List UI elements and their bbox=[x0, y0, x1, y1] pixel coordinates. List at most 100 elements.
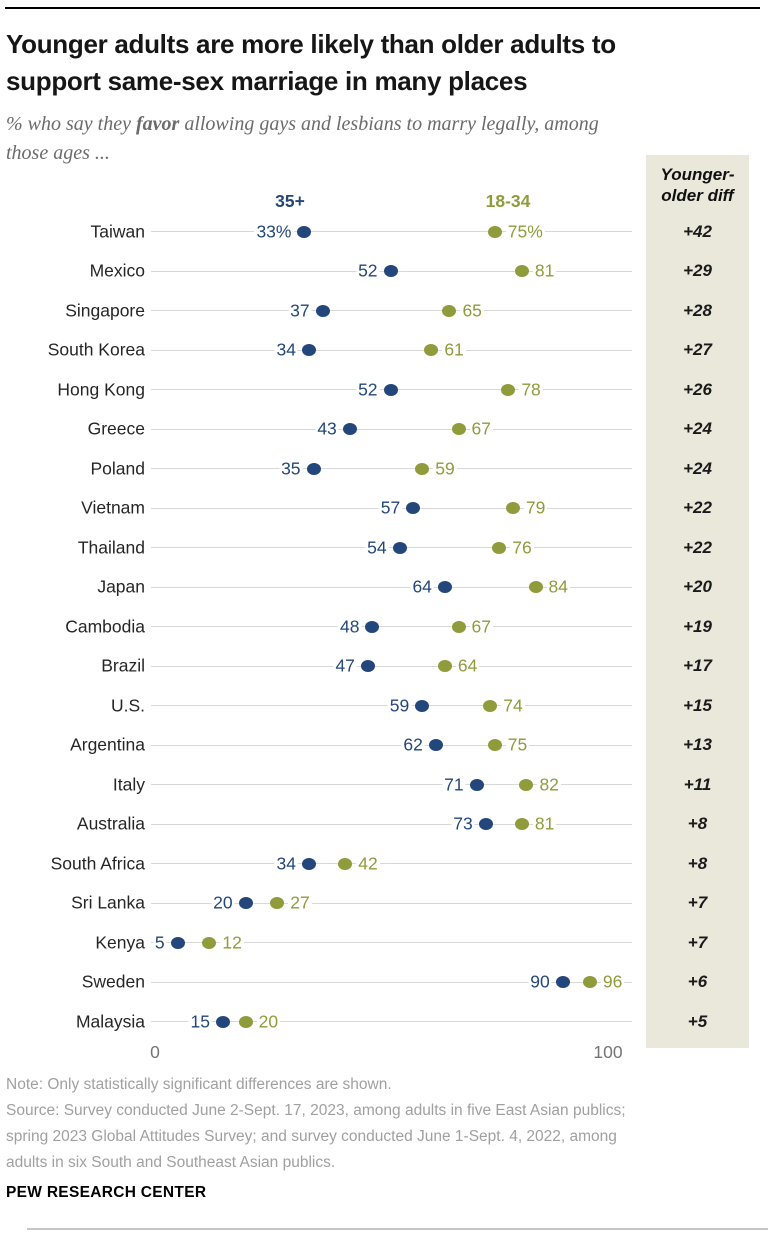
subtitle-line-2: those ages ... bbox=[6, 142, 110, 164]
value-label-18-34: 67 bbox=[469, 616, 493, 638]
row-line bbox=[151, 902, 632, 904]
chart-row: Australia 73 81 +8 bbox=[0, 805, 768, 845]
value-label-35plus: 35 bbox=[279, 458, 303, 480]
dot-35plus bbox=[360, 660, 375, 673]
value-label-18-34: 20 bbox=[256, 1011, 281, 1033]
row-line bbox=[151, 231, 632, 233]
dot-18-34 bbox=[487, 739, 502, 752]
row-line bbox=[151, 823, 632, 825]
dot-35plus bbox=[406, 502, 421, 515]
diff-value: +20 bbox=[683, 577, 712, 597]
dot-18-34 bbox=[505, 502, 520, 515]
value-label-18-34: 78 bbox=[519, 379, 543, 401]
diff-value: +11 bbox=[683, 774, 712, 794]
dot-18-34 bbox=[528, 581, 543, 594]
country-label: U.S. bbox=[110, 695, 145, 716]
dot-18-34 bbox=[415, 462, 430, 475]
value-label-35plus: 47 bbox=[333, 655, 357, 677]
diff-value: +13 bbox=[683, 735, 712, 755]
dot-35plus bbox=[215, 1015, 230, 1028]
dot-18-34 bbox=[483, 699, 498, 712]
dot-35plus bbox=[365, 620, 380, 633]
dot-18-34 bbox=[338, 857, 353, 870]
chart-row: South Africa 34 42 +8 bbox=[0, 844, 768, 884]
value-label-35plus: 59 bbox=[387, 695, 412, 717]
diff-column-header: Younger- older diff bbox=[646, 155, 749, 206]
diff-value: +27 bbox=[683, 340, 712, 360]
chart-row: Hong Kong 52 78 +26 bbox=[0, 370, 768, 410]
value-label-18-34: 79 bbox=[523, 497, 548, 519]
row-line bbox=[151, 863, 632, 865]
page-title: Younger adults are more likely than olde… bbox=[6, 26, 756, 100]
value-label-18-34: 75% bbox=[505, 221, 545, 243]
chart-row: Taiwan 33% 75% +42 bbox=[0, 212, 768, 252]
subtitle-suffix: allowing gays and lesbians to marry lega… bbox=[179, 113, 599, 135]
row-line bbox=[151, 428, 632, 430]
value-label-18-34: 64 bbox=[455, 655, 480, 677]
country-label: Kenya bbox=[95, 932, 145, 953]
value-label-35plus: 15 bbox=[188, 1011, 212, 1033]
legend-18-34-label: 18-34 bbox=[485, 191, 531, 211]
row-line bbox=[151, 981, 632, 983]
chart-row: Argentina 62 75 +13 bbox=[0, 726, 768, 766]
dot-35plus bbox=[383, 383, 398, 396]
dot-18-34 bbox=[202, 936, 217, 949]
chart-row: U.S. 59 74 +15 bbox=[0, 686, 768, 726]
value-label-18-34: 81 bbox=[532, 813, 557, 835]
value-label-35plus: 20 bbox=[211, 892, 235, 914]
diff-value: +8 bbox=[687, 853, 708, 873]
diff-value: +29 bbox=[683, 261, 712, 281]
country-label: Italy bbox=[112, 774, 145, 795]
footer-notes: Note: Only statistically significant dif… bbox=[6, 1072, 762, 1176]
subtitle-prefix: % who say they bbox=[6, 113, 136, 135]
dot-35plus bbox=[555, 976, 570, 989]
note-text: Note: Only statistically significant dif… bbox=[6, 1076, 392, 1093]
dot-35plus bbox=[478, 818, 493, 831]
country-label: Greece bbox=[87, 418, 145, 439]
country-label: Singapore bbox=[65, 300, 145, 321]
dot-18-34 bbox=[492, 541, 507, 554]
dot-35plus bbox=[437, 581, 452, 594]
diff-value: +28 bbox=[683, 300, 712, 320]
dot-18-34 bbox=[451, 620, 466, 633]
chart-row: Vietnam 57 79 +22 bbox=[0, 489, 768, 529]
diff-column-background: Younger- older diff bbox=[646, 155, 749, 1048]
value-label-18-34: 59 bbox=[433, 458, 457, 480]
value-label-18-34: 67 bbox=[469, 418, 493, 440]
row-line bbox=[151, 744, 632, 746]
value-label-35plus: 34 bbox=[274, 853, 299, 875]
value-label-35plus: 90 bbox=[528, 971, 552, 993]
value-label-18-34: 81 bbox=[532, 260, 557, 282]
value-label-35plus: 71 bbox=[442, 774, 466, 796]
dot-35plus bbox=[170, 936, 185, 949]
dot-35plus bbox=[415, 699, 430, 712]
dot-35plus bbox=[469, 778, 484, 791]
dot-18-34 bbox=[519, 778, 534, 791]
value-label-18-34: 27 bbox=[288, 892, 312, 914]
dot-35plus bbox=[238, 897, 253, 910]
dot-18-34 bbox=[514, 265, 529, 278]
legend-35plus-label: 35+ bbox=[275, 191, 305, 211]
diff-value: +6 bbox=[687, 972, 708, 992]
chart-row: South Korea 34 61 +27 bbox=[0, 331, 768, 371]
chart-row: Poland 35 59 +24 bbox=[0, 449, 768, 489]
dot-35plus bbox=[392, 541, 407, 554]
country-label: Hong Kong bbox=[57, 379, 145, 400]
chart-row: Singapore 37 65 +28 bbox=[0, 291, 768, 331]
chart-row: Sri Lanka 20 27 +7 bbox=[0, 884, 768, 924]
diff-value: +22 bbox=[683, 498, 712, 518]
country-label: Sweden bbox=[81, 971, 145, 992]
dot-18-34 bbox=[238, 1015, 253, 1028]
diff-value: +24 bbox=[683, 419, 712, 439]
row-line bbox=[151, 586, 632, 588]
row-line bbox=[151, 942, 632, 944]
dot-18-34 bbox=[424, 344, 439, 357]
x-axis-tick-0: 0 bbox=[150, 1042, 160, 1062]
title-line-2: support same-sex marriage in many places bbox=[6, 66, 528, 96]
value-label-18-34: 61 bbox=[442, 339, 466, 361]
diff-value: +17 bbox=[683, 656, 712, 676]
dot-35plus bbox=[428, 739, 443, 752]
row-line bbox=[151, 665, 632, 667]
diff-header-line-2: older diff bbox=[661, 186, 734, 205]
row-line bbox=[151, 468, 632, 470]
